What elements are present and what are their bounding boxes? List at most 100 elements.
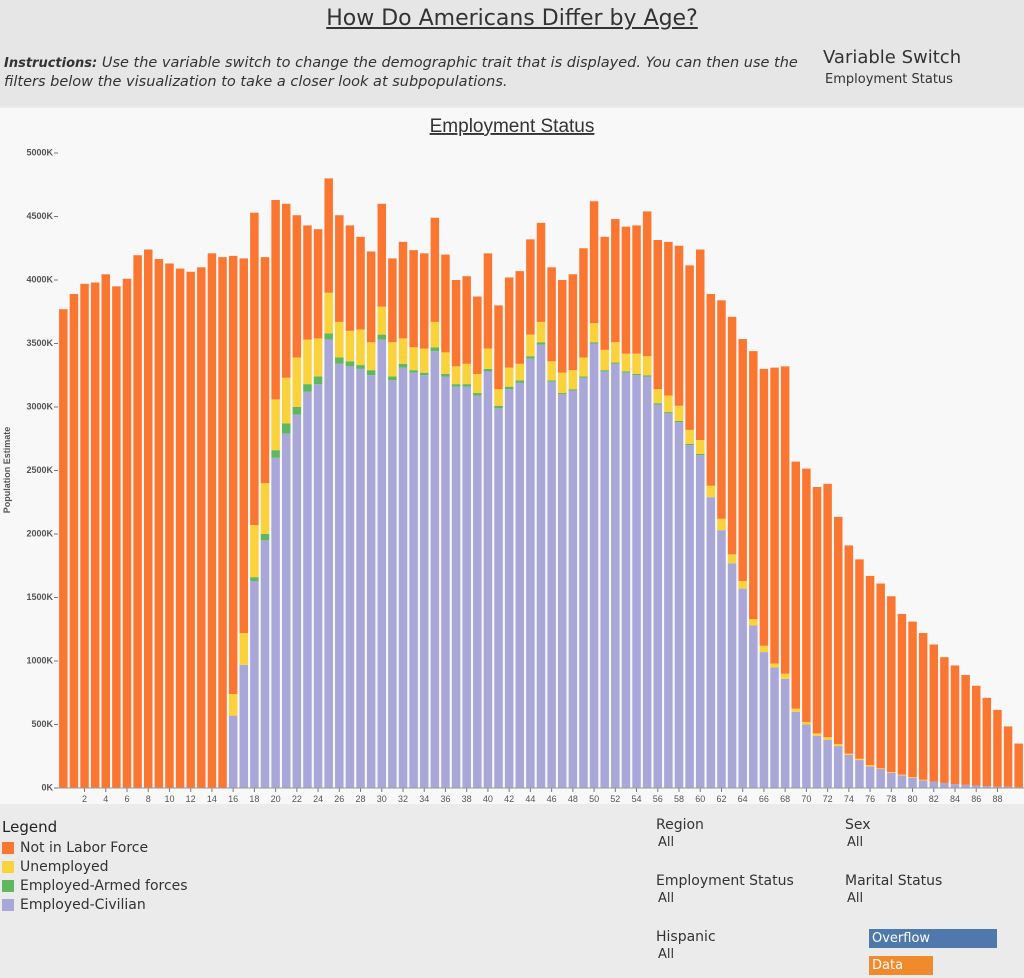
bar-segment bbox=[250, 577, 259, 581]
bar-segment bbox=[993, 709, 1002, 787]
instructions-text: Use the variable switch to change the de… bbox=[4, 55, 798, 90]
bar-segment bbox=[366, 251, 376, 343]
bar-segment bbox=[419, 375, 429, 788]
bar-segment bbox=[621, 353, 631, 372]
bar-segment bbox=[462, 386, 471, 788]
y-tick-label: 1000K bbox=[26, 655, 53, 665]
filter-label: Sex bbox=[845, 817, 871, 833]
filter-label: Hispanic bbox=[656, 929, 716, 945]
bar-segment bbox=[536, 321, 546, 343]
bar-segment bbox=[642, 211, 652, 357]
filter[interactable]: Employment Status All bbox=[656, 873, 794, 906]
bar-segment bbox=[993, 786, 1002, 788]
switch-value[interactable]: Employment Status bbox=[825, 72, 953, 87]
bar-segment bbox=[1003, 726, 1013, 787]
x-tick-label: 16 bbox=[228, 794, 238, 804]
y-tick-label: 4500K bbox=[26, 211, 53, 221]
x-tick-label: 64 bbox=[738, 794, 748, 804]
bar-segment bbox=[515, 382, 525, 788]
bar-segment bbox=[589, 323, 599, 343]
bar-segment bbox=[526, 334, 535, 357]
bar-segment bbox=[780, 673, 790, 679]
chart-title: Employment Status bbox=[430, 116, 595, 137]
legend-swatch bbox=[2, 898, 14, 911]
bar-segment bbox=[504, 277, 514, 368]
bar-segment bbox=[557, 393, 567, 395]
bar-segment bbox=[621, 372, 631, 788]
legend-label: Employed-Armed forces bbox=[20, 877, 188, 894]
bar-segment bbox=[664, 413, 673, 788]
filter-value[interactable]: All bbox=[658, 947, 675, 962]
y-tick-label: 3000K bbox=[26, 401, 53, 411]
bar-segment bbox=[664, 395, 673, 413]
bar-segment bbox=[982, 697, 992, 787]
bar-segment bbox=[865, 766, 875, 788]
bar-segment bbox=[855, 760, 864, 788]
bar-segment bbox=[303, 339, 312, 385]
bar-segment bbox=[897, 774, 907, 776]
bar-segment bbox=[345, 330, 355, 362]
filter-value[interactable]: All bbox=[847, 835, 864, 850]
bar-segment bbox=[462, 384, 471, 387]
bar-segment bbox=[685, 445, 694, 788]
x-tick-label: 44 bbox=[525, 794, 535, 804]
bar-segment bbox=[611, 219, 620, 343]
bar-segment bbox=[154, 259, 164, 788]
bar-segment bbox=[409, 372, 418, 788]
bar-segment bbox=[451, 384, 461, 387]
bar-segment bbox=[738, 588, 747, 788]
filter[interactable]: Region All bbox=[656, 817, 704, 850]
bar-segment bbox=[812, 735, 822, 788]
bar-segment bbox=[292, 357, 302, 407]
bar-segment bbox=[557, 394, 567, 788]
bar-segment bbox=[165, 263, 174, 788]
bar-segment bbox=[69, 293, 79, 788]
bar-segment bbox=[685, 429, 694, 444]
bar-segment bbox=[313, 338, 323, 377]
bar-segment bbox=[239, 258, 249, 634]
bar-segment bbox=[313, 384, 323, 788]
y-tick-label: 5000K bbox=[26, 147, 53, 157]
bar-segment bbox=[292, 414, 302, 788]
filter-value[interactable]: All bbox=[847, 891, 864, 906]
bar-segment bbox=[547, 381, 556, 788]
bar-segment bbox=[812, 487, 822, 734]
bar-segment bbox=[749, 619, 758, 626]
y-tick-label: 1500K bbox=[26, 592, 53, 602]
bar-segment bbox=[621, 371, 631, 373]
bar-segment bbox=[695, 440, 705, 454]
x-tick-label: 76 bbox=[865, 794, 875, 804]
bar-segment bbox=[250, 212, 259, 526]
bar-segment bbox=[547, 361, 556, 381]
bar-segment bbox=[398, 363, 408, 368]
x-tick-label: 86 bbox=[971, 794, 981, 804]
bar-segment bbox=[770, 663, 779, 668]
bar-segment bbox=[398, 367, 408, 788]
bar-segment bbox=[494, 305, 503, 390]
bar-segment bbox=[971, 785, 981, 788]
filter-value[interactable]: All bbox=[658, 835, 675, 850]
legend-title: Legend bbox=[2, 818, 58, 836]
filter[interactable]: Marital Status All bbox=[845, 873, 942, 906]
bar-segment bbox=[791, 461, 801, 709]
filter[interactable]: Sex All bbox=[845, 817, 871, 850]
bar-segment bbox=[547, 380, 556, 382]
bar-segment bbox=[876, 583, 885, 769]
bar-segment bbox=[356, 368, 365, 788]
bar-segment bbox=[621, 226, 631, 354]
x-tick-label: 30 bbox=[377, 794, 387, 804]
y-tick-label: 4000K bbox=[26, 274, 53, 284]
filter-value[interactable]: All bbox=[658, 891, 675, 906]
bar-segment bbox=[473, 393, 482, 396]
bar-segment bbox=[356, 365, 365, 369]
x-tick-label: 58 bbox=[674, 794, 684, 804]
button[interactable]: Data bbox=[869, 956, 933, 975]
filter[interactable]: Hispanic All bbox=[656, 929, 716, 962]
button[interactable]: Overflow bbox=[869, 929, 997, 948]
bar-segment bbox=[462, 363, 471, 385]
bar-segment bbox=[504, 386, 514, 390]
y-tick-label: 3500K bbox=[26, 338, 53, 348]
bar-segment bbox=[855, 559, 864, 759]
bar-segment bbox=[749, 351, 758, 620]
bar-segment bbox=[483, 368, 493, 372]
